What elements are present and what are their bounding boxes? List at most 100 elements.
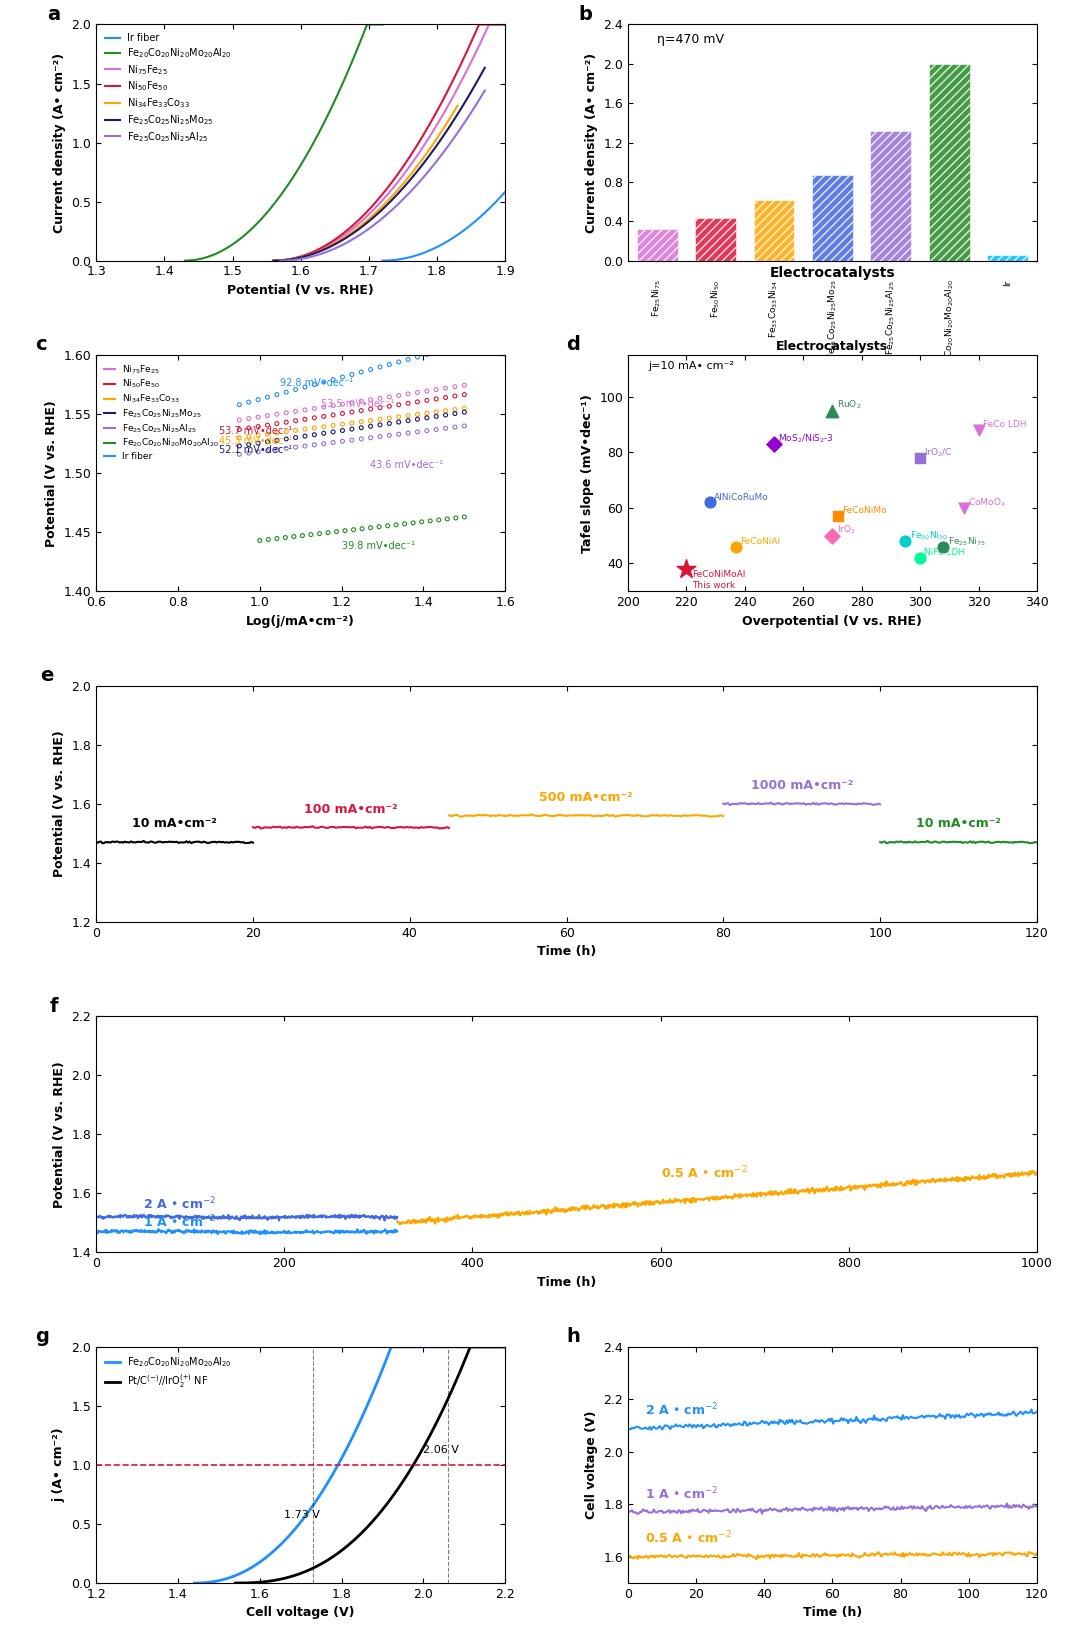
2 A • cm$^{-2}$	[234, 1206, 247, 1226]
Point	[259, 384, 276, 410]
X-axis label: Time (h): Time (h)	[803, 1606, 862, 1619]
Line: Fe$_{20}$Co$_{20}$Ni$_{20}$Mo$_{20}$Al$_{20}$: Fe$_{20}$Co$_{20}$Ni$_{20}$Mo$_{20}$Al$_…	[195, 1346, 506, 1583]
Fe$_{20}$Co$_{20}$Ni$_{20}$Mo$_{20}$Al$_{20}$	[180, 251, 192, 271]
Point	[334, 418, 351, 444]
Point	[241, 388, 258, 415]
Point	[343, 390, 360, 416]
Text: FeCo LDH: FeCo LDH	[982, 421, 1026, 429]
Point	[409, 344, 427, 370]
Pt/C$^{(-)}$//IrO$_2^{(+)}$ NF	[389, 1483, 402, 1503]
Fe$_{20}$Co$_{20}$Ni$_{20}$Mo$_{20}$Al$_{20}$	[358, 23, 371, 42]
Point	[830, 503, 847, 529]
Point	[241, 431, 258, 457]
Text: e: e	[40, 666, 53, 685]
X-axis label: Time (h): Time (h)	[537, 1276, 597, 1289]
Ni$_{50}$Fe$_{50}$	[405, 144, 418, 163]
Point	[405, 509, 422, 535]
Fe$_{25}$Co$_{25}$Ni$_{25}$Al$_{25}$	[275, 251, 288, 271]
Point	[315, 393, 332, 419]
Point	[418, 341, 435, 367]
Text: b: b	[578, 5, 592, 24]
X-axis label: Cell voltage (V): Cell voltage (V)	[247, 1606, 355, 1619]
Text: Fe$_{50}$Ni$_{50}$: Fe$_{50}$Ni$_{50}$	[910, 529, 947, 542]
Ni$_{50}$Fe$_{50}$	[463, 38, 476, 57]
Point	[296, 406, 313, 432]
Point	[447, 384, 464, 410]
Point	[455, 395, 472, 421]
Point	[437, 385, 454, 411]
Point	[379, 512, 397, 539]
Text: 1 A • cm$^{-2}$: 1 A • cm$^{-2}$	[645, 1485, 718, 1501]
Text: Ir: Ir	[1003, 279, 1012, 286]
Pt/C$^{(-)}$//IrO$_2^{(+)}$ NF	[394, 1475, 407, 1495]
Point	[935, 534, 952, 560]
Ir fiber	[487, 194, 500, 214]
Ni$_{34}$Fe$_{33}$Co$_{33}$	[434, 124, 447, 144]
Text: 10 mA•cm⁻²: 10 mA•cm⁻²	[133, 818, 217, 831]
Point	[231, 441, 248, 467]
Text: 1 A • cm$^{-2}$: 1 A • cm$^{-2}$	[143, 1214, 217, 1231]
Point	[277, 524, 294, 550]
Text: FeCoNiAl: FeCoNiAl	[740, 537, 780, 547]
Point	[325, 392, 342, 418]
Point	[447, 504, 464, 530]
Point	[268, 411, 285, 437]
Point	[390, 382, 407, 408]
Point	[447, 335, 464, 361]
Legend: Ni$_{75}$Fe$_{25}$, Ni$_{50}$Fe$_{50}$, Ni$_{34}$Fe$_{33}$Co$_{33}$, Fe$_{25}$Co: Ni$_{75}$Fe$_{25}$, Ni$_{50}$Fe$_{50}$, …	[100, 359, 222, 465]
1 A • cm$^{-2}$	[391, 1222, 404, 1242]
Point	[278, 418, 295, 444]
Fe$_{20}$Co$_{20}$Ni$_{20}$Mo$_{20}$Al$_{20}$	[295, 153, 308, 173]
Text: 43.6 mV•dec⁻¹: 43.6 mV•dec⁻¹	[370, 460, 444, 470]
Pt/C$^{(-)}$//IrO$_2^{(+)}$ NF	[456, 1355, 469, 1374]
1 A • cm$^{-2}$	[253, 1222, 266, 1242]
Point	[231, 424, 248, 450]
Ni$_{34}$Fe$_{33}$Co$_{33}$	[376, 196, 389, 215]
Point	[325, 367, 342, 393]
Point	[320, 519, 337, 545]
Point	[388, 512, 405, 539]
Fe$_{25}$Co$_{25}$Ni$_{25}$Mo$_{25}$	[459, 93, 471, 113]
Point	[428, 398, 445, 424]
Pt/C$^{(-)}$//IrO$_2^{(+)}$ NF	[465, 1337, 478, 1356]
0.5 A • cm$^{-2}$	[673, 1191, 686, 1211]
Point	[343, 410, 360, 436]
Point	[354, 516, 371, 542]
Point	[249, 413, 266, 439]
Text: a: a	[47, 5, 60, 24]
1 A • cm$^{-2}$	[233, 1224, 246, 1244]
Point	[409, 388, 427, 415]
0.5 A • cm$^{-2}$	[1031, 1162, 1043, 1182]
Point	[390, 410, 407, 436]
Text: Fe$_{20}$Co$_{20}$Ni$_{20}$Mo$_{20}$Al$_{20}$: Fe$_{20}$Co$_{20}$Ni$_{20}$Mo$_{20}$Al$_…	[943, 279, 956, 377]
Ni$_{50}$Fe$_{50}$	[404, 145, 417, 165]
Text: FeCoNiMo: FeCoNiMo	[842, 506, 887, 516]
Point	[428, 377, 445, 403]
Point	[306, 432, 323, 459]
Point	[231, 392, 248, 418]
Bar	[695, 219, 737, 261]
Ni$_{75}$Fe$_{25}$	[268, 251, 281, 271]
Point	[418, 379, 435, 405]
Ni$_{34}$Fe$_{33}$Co$_{33}$	[267, 251, 280, 271]
Point	[249, 423, 266, 449]
Point	[353, 388, 370, 415]
2 A • cm$^{-2}$	[378, 1211, 391, 1231]
Ni$_{34}$Fe$_{33}$Co$_{33}$	[376, 196, 389, 215]
Fe$_{20}$Co$_{20}$Ni$_{20}$Mo$_{20}$Al$_{20}$	[296, 152, 309, 171]
Point	[418, 400, 435, 426]
Point	[325, 401, 342, 428]
Point	[315, 413, 332, 439]
Point	[421, 508, 438, 534]
2 A • cm$^{-2}$	[391, 1208, 404, 1227]
Line: Fe$_{20}$Co$_{20}$Ni$_{20}$Mo$_{20}$Al$_{20}$: Fe$_{20}$Co$_{20}$Ni$_{20}$Mo$_{20}$Al$_…	[185, 24, 383, 261]
Legend: Fe$_{20}$Co$_{20}$Ni$_{20}$Mo$_{20}$Al$_{20}$, Pt/C$^{(-)}$//IrO$_2^{(+)}$ NF: Fe$_{20}$Co$_{20}$Ni$_{20}$Mo$_{20}$Al$_…	[102, 1351, 236, 1394]
Ni$_{34}$Fe$_{33}$Co$_{33}$	[379, 193, 392, 212]
Ir fiber	[449, 227, 462, 246]
Point	[296, 397, 313, 423]
1 A • cm$^{-2}$	[338, 1224, 351, 1244]
1 A • cm$^{-2}$	[235, 1221, 248, 1240]
Point	[455, 372, 472, 398]
Text: IrO$_2$: IrO$_2$	[837, 524, 855, 537]
0.5 A • cm$^{-2}$	[393, 1214, 406, 1234]
